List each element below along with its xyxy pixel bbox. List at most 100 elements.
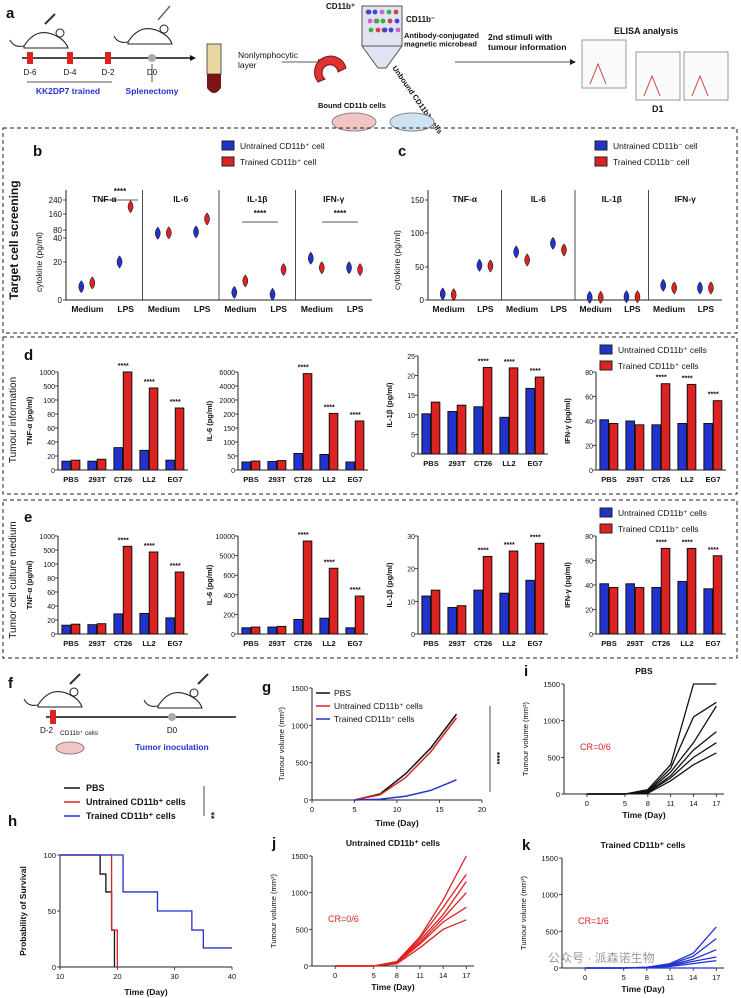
d-chart-2-bar-untrained — [447, 411, 457, 455]
e-chart-3-y-tick: 60 — [585, 559, 593, 566]
d-chart-0-bar-trained — [122, 371, 133, 471]
bead — [372, 9, 378, 15]
d-chart-1-x-tick-label: 293T — [268, 475, 286, 484]
mouse-icon-2 — [127, 28, 173, 45]
d-chart-1-bar-trained — [250, 460, 261, 471]
e-chart-1-y-tick: 10000 — [216, 534, 236, 541]
cd11b-neg-label: CD11b⁻ — [406, 15, 435, 24]
panel-letter-e: e — [24, 509, 32, 526]
d-chart-1-y-tick: 200 — [223, 412, 235, 419]
panel-letter-i: i — [524, 663, 528, 680]
c-violin — [476, 258, 483, 272]
d-chart-2-bar-trained — [508, 367, 519, 455]
c-violin — [450, 288, 457, 302]
e-chart-0-bar-untrained — [165, 617, 175, 635]
d-chart-1-y-tick: 6000 — [219, 370, 235, 377]
legend-swatch — [599, 344, 613, 355]
d-chart-1-sig: **** — [350, 412, 361, 419]
g-x-tick: 5 — [352, 805, 356, 814]
e-chart-3-bar-untrained — [625, 583, 635, 635]
legend-label: Untrained CD11b⁺ cell — [240, 141, 325, 151]
section-box-screening — [2, 127, 738, 334]
d-chart-0-bar-untrained — [165, 459, 175, 471]
d-chart-2-x-tick-label: LL2 — [502, 459, 515, 468]
d-chart-3-y-label: IFN-γ (pg/ml) — [563, 398, 572, 444]
h-y-tick: 50 — [48, 907, 56, 916]
e-chart-3-x-tick-label: 293T — [626, 639, 644, 648]
g-y-tick: 1500 — [291, 684, 308, 693]
g-sig: **** — [492, 752, 501, 765]
e-chart-1-bar-trained — [328, 567, 339, 635]
e-chart-3-bar-untrained — [651, 587, 661, 635]
d-chart-3-y-tick: 20 — [585, 444, 593, 451]
f-day-0: D0 — [167, 726, 178, 735]
panel-k-title: Trained CD11b⁺ cells — [601, 840, 686, 850]
c-x-tick-label: LPS — [698, 304, 715, 314]
panel-k-x-tick: 0 — [583, 973, 587, 982]
mouse-icon-ear — [55, 28, 65, 38]
c-x-tick-label: LPS — [551, 304, 568, 314]
e-chart-0-y-tick: 60 — [47, 590, 55, 597]
b-violin — [166, 226, 172, 240]
panel-letter-f: f — [8, 675, 14, 692]
e-chart-0-bar-untrained — [113, 613, 123, 635]
e-chart-1-bar-trained — [276, 625, 287, 635]
panel-k-y-tick: 1000 — [541, 891, 558, 900]
d-chart-0-bar-untrained — [113, 447, 123, 471]
panel-j-x-tick: 17 — [462, 971, 470, 980]
e-chart-1-x-tick-label: 293T — [268, 639, 286, 648]
magnet-icon — [314, 55, 347, 83]
dose-marker — [105, 52, 111, 64]
b-group-label: TNF-α — [92, 194, 117, 204]
f-cells-label: CD11b⁺ cells — [60, 730, 99, 737]
e-chart-2-y-tick: 20 — [407, 567, 415, 574]
e-chart-0-bar-trained — [148, 551, 159, 635]
tube-blood — [207, 74, 221, 88]
c-x-tick-label: Medium — [580, 304, 613, 314]
b-violin — [308, 251, 314, 265]
d-chart-2-y-tick: 10 — [407, 413, 415, 420]
e-chart-2-sig: **** — [478, 547, 489, 554]
d-chart-3-y-tick: 80 — [585, 370, 593, 377]
d-chart-0-y-tick: 60 — [47, 426, 55, 433]
panel-letter-c: c — [398, 143, 406, 160]
elisa-well — [683, 51, 729, 101]
d-chart-1-bar-untrained — [319, 454, 329, 471]
d-chart-0-bar-untrained — [139, 449, 149, 471]
e-chart-3-x-tick-label: PBS — [601, 639, 616, 648]
panel-i-y-tick: 0 — [556, 790, 560, 799]
d-chart-3-bar-trained — [660, 383, 671, 471]
panel-i-curve — [586, 752, 717, 795]
c-x-tick-label: LPS — [624, 304, 641, 314]
section-box-tumour — [2, 336, 738, 495]
c-violin — [439, 287, 446, 301]
mouse-icon-f2 — [157, 692, 203, 709]
b-y-tick: 80 — [53, 226, 62, 235]
e-chart-3-bar-untrained — [703, 588, 713, 635]
d-chart-2-sig: **** — [504, 359, 515, 366]
d-chart-2-bar-trained — [534, 376, 545, 455]
f-day: D-2 — [40, 726, 53, 735]
d-chart-2-y-tick: 20 — [407, 374, 415, 381]
e-chart-2-sig: **** — [504, 542, 515, 549]
panel-j-x-tick: 11 — [416, 971, 424, 980]
d-chart-1-x-tick-label: CT26 — [294, 475, 312, 484]
b-sig: **** — [114, 187, 127, 196]
panel-j-curve — [335, 855, 467, 967]
panel-k-y-tick: 500 — [545, 927, 558, 936]
b-violin — [127, 200, 134, 214]
e-chart-0-sig: **** — [118, 537, 129, 544]
h-curve-untrained — [60, 854, 118, 967]
c-violin — [623, 290, 630, 304]
dose-marker — [27, 52, 33, 64]
d-chart-0-y-tick: 20 — [47, 454, 55, 461]
mouse-icon-f2-tail — [143, 699, 159, 707]
legend-swatch — [599, 360, 613, 371]
d-chart-1-x-tick-label: PBS — [243, 475, 258, 484]
e-chart-2-bar-trained — [482, 555, 493, 635]
f-dose-marker — [50, 710, 56, 724]
d-chart-3-sig: **** — [656, 375, 667, 382]
antibody-icon — [691, 74, 709, 97]
c-x-tick-label: Medium — [433, 304, 466, 314]
h-x-tick: 40 — [228, 972, 236, 981]
